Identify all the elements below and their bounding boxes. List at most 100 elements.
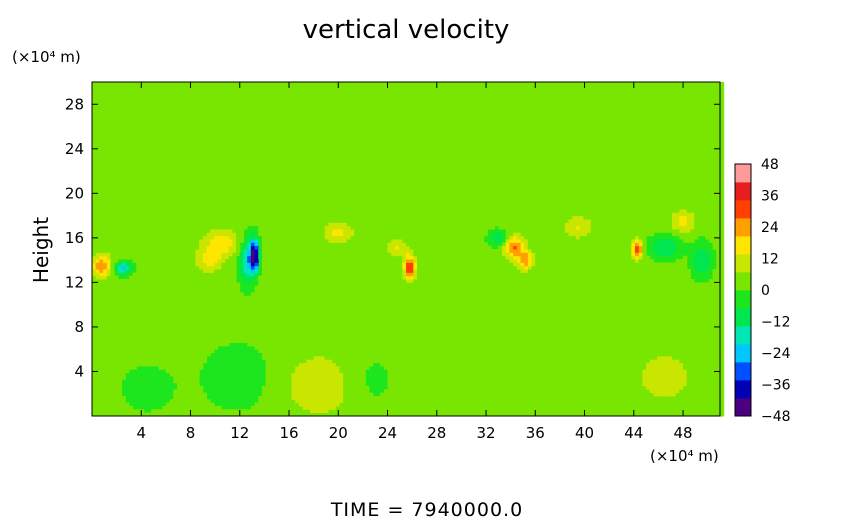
heatmap-cell: [154, 102, 159, 106]
heatmap-cell: [128, 285, 134, 290]
heatmap-cell: [132, 138, 137, 143]
heatmap-cell: [154, 335, 159, 340]
heatmap-cell: [103, 379, 108, 384]
heatmap-cell: [162, 252, 167, 257]
heatmap-cell: [276, 319, 281, 323]
heatmap-cell: [202, 249, 208, 253]
heatmap-cell: [250, 168, 256, 173]
heatmap-cell: [202, 329, 208, 333]
heatmap-cell: [121, 108, 126, 113]
heatmap-cell: [280, 112, 285, 116]
heatmap-cell: [162, 285, 167, 290]
heatmap-cell: [191, 148, 196, 153]
heatmap-cell: [162, 335, 167, 340]
heatmap-cell: [188, 312, 193, 317]
heatmap-cell: [99, 152, 104, 156]
heatmap-cell: [276, 245, 281, 250]
heatmap-cell: [191, 182, 196, 187]
heatmap-cell: [199, 262, 204, 267]
heatmap-cell: [176, 412, 182, 417]
heatmap-cell: [217, 279, 222, 283]
heatmap-cell: [273, 342, 278, 347]
heatmap-cell: [261, 98, 267, 103]
heatmap-cell: [151, 112, 156, 116]
heatmap-cell: [188, 315, 193, 320]
heatmap-cell: [184, 342, 189, 347]
heatmap-cell: [239, 295, 244, 300]
heatmap-cell: [180, 335, 185, 340]
heatmap-cell: [165, 135, 171, 140]
heatmap-cell: [224, 332, 230, 337]
heatmap-cell: [121, 112, 126, 116]
heatmap-cell: [228, 289, 233, 293]
heatmap-cell: [273, 242, 278, 247]
heatmap-cell: [180, 245, 185, 250]
heatmap-cell: [217, 289, 222, 293]
heatmap-cell: [173, 172, 178, 177]
heatmap-cell: [250, 339, 256, 344]
heatmap-cell: [180, 282, 185, 287]
heatmap-cell: [202, 232, 208, 237]
heatmap-cell: [254, 145, 259, 150]
heatmap-cell: [92, 359, 97, 364]
y-axis-label: Height: [29, 217, 53, 283]
heatmap-cell: [136, 238, 141, 243]
heatmap-cell: [173, 269, 178, 273]
heatmap-cell: [258, 175, 263, 180]
heatmap-cell: [169, 319, 174, 323]
heatmap-cell: [284, 155, 289, 160]
heatmap-cell: [184, 102, 189, 106]
heatmap-cell: [165, 102, 171, 106]
heatmap-cell: [117, 299, 123, 303]
heatmap-cell: [121, 402, 126, 407]
heatmap-cell: [140, 325, 145, 330]
heatmap-cell: [165, 95, 171, 100]
heatmap-cell: [254, 188, 259, 193]
heatmap-cell: [169, 242, 174, 247]
heatmap-cell: [99, 342, 104, 347]
heatmap-cell: [261, 225, 267, 230]
heatmap-cell: [195, 279, 200, 283]
heatmap-cell: [269, 392, 274, 397]
heatmap-cell: [143, 92, 148, 96]
heatmap-cell: [202, 175, 208, 180]
heatmap-cell: [173, 395, 178, 400]
heatmap-cell: [191, 235, 196, 240]
heatmap-cell: [165, 198, 171, 203]
heatmap-cell: [154, 332, 159, 337]
heatmap-cell: [273, 285, 278, 290]
heatmap-cell: [287, 192, 292, 197]
heatmap-cell: [258, 102, 263, 106]
heatmap-cell: [291, 135, 296, 140]
heatmap-cell: [125, 359, 130, 364]
heatmap-cell: [232, 275, 237, 280]
heatmap-cell: [117, 128, 123, 133]
heatmap-cell: [173, 319, 178, 323]
heatmap-cell: [273, 208, 278, 213]
heatmap-cell: [184, 345, 189, 350]
heatmap-cell: [284, 132, 289, 136]
heatmap-cell: [273, 98, 278, 103]
heatmap-cell: [247, 255, 252, 260]
heatmap-cell: [176, 305, 182, 310]
heatmap-cell: [140, 202, 145, 207]
heatmap-cell: [136, 249, 141, 253]
heatmap-cell: [95, 108, 100, 113]
heatmap-cell: [106, 265, 111, 270]
heatmap-cell: [184, 215, 189, 220]
heatmap-cell: [117, 409, 123, 414]
heatmap-cell: [236, 309, 241, 313]
heatmap-cell: [184, 412, 189, 417]
heatmap-cell: [291, 412, 296, 417]
heatmap-cell: [114, 322, 119, 327]
heatmap-cell: [265, 312, 270, 317]
heatmap-cell: [95, 352, 100, 357]
heatmap-cell: [128, 225, 134, 230]
heatmap-cell: [188, 399, 193, 404]
heatmap-cell: [287, 392, 292, 397]
heatmap-cell: [125, 182, 130, 187]
heatmap-cell: [173, 275, 178, 280]
heatmap-cell: [261, 399, 267, 404]
heatmap-cell: [143, 359, 148, 364]
heatmap-cell: [228, 92, 233, 96]
